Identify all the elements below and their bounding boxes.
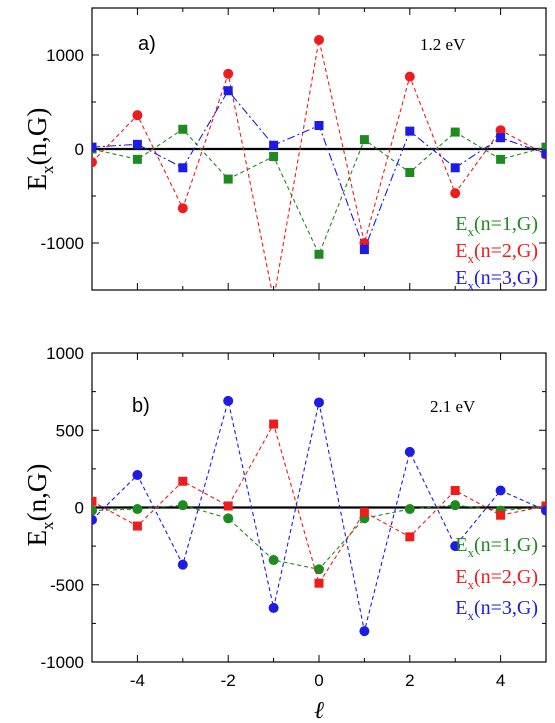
data-point-n3 (405, 126, 415, 136)
data-point-n2 (541, 501, 546, 511)
data-point-n3 (495, 485, 506, 496)
y-axis-label: Ex(n,G) (22, 108, 57, 191)
energy-annotation: 1.2 eV (420, 35, 466, 54)
data-point-n1 (177, 500, 188, 511)
data-point-n1 (496, 154, 506, 164)
x-tick-label: -2 (221, 671, 236, 690)
data-point-n1 (132, 154, 142, 164)
data-point-n3 (132, 470, 143, 481)
data-layer (92, 34, 546, 304)
data-point-n2 (450, 188, 461, 199)
y-tick-label: 0 (75, 140, 84, 159)
data-point-n3 (269, 140, 279, 150)
y-tick-label: 0 (75, 499, 84, 518)
data-point-n3 (450, 541, 461, 552)
x-tick-label: -4 (130, 671, 145, 690)
data-point-n3 (541, 505, 546, 516)
x-axis-label: ℓ (314, 698, 324, 723)
data-point-n3 (223, 395, 234, 406)
data-point-n1 (268, 555, 279, 566)
data-point-n1 (404, 504, 415, 515)
data-point-n3 (223, 86, 233, 96)
y-tick-label: -1000 (41, 234, 84, 253)
data-point-n3 (450, 163, 460, 173)
data-point-n2 (314, 578, 324, 588)
data-point-n3 (177, 559, 188, 570)
legend-entry-n2: Ex(n=2,G) (455, 566, 538, 592)
data-point-n1 (178, 124, 188, 134)
y-tick-label: -500 (50, 576, 84, 595)
data-point-n2 (450, 486, 460, 496)
y-tick-label: 1000 (46, 46, 84, 65)
data-point-n2 (177, 203, 188, 214)
x-tick-label: 4 (496, 671, 505, 690)
data-point-n1 (223, 174, 233, 184)
data-point-n2 (132, 521, 142, 531)
data-layer (92, 395, 546, 637)
data-point-n1 (223, 513, 234, 524)
data-point-n2 (178, 476, 188, 486)
data-point-n2 (404, 71, 415, 82)
x-tick-label: 0 (314, 671, 323, 690)
y-tick-label: 1000 (46, 344, 84, 363)
data-point-n2 (269, 419, 279, 429)
data-point-n3 (314, 121, 324, 130)
data-point-n2 (496, 510, 506, 520)
y-tick-label: -1000 (41, 653, 84, 672)
data-point-n3 (132, 139, 142, 149)
data-point-n2 (132, 110, 143, 121)
data-point-n3 (92, 142, 97, 152)
energy-annotation: 2.1 eV (430, 397, 476, 416)
data-point-n1 (314, 564, 324, 575)
data-point-n1 (450, 500, 461, 511)
data-point-n3 (178, 163, 188, 173)
data-point-n2 (92, 496, 97, 506)
panel-b: -1000 -500 0 500 1000 -4 -2 0 2 4 ℓ Ex(n,G) b) 2.1 eV… (22, 344, 547, 723)
series-line-n1 (92, 128, 546, 256)
data-point-n2 (223, 501, 233, 511)
panel-label: b) (132, 395, 150, 417)
panel-a: -1000 0 1000 Ex(n,G) a) 1.2 eV Ex(n=1,G)Ex(n=2… (22, 7, 547, 304)
y-axis-label: Ex(n,G) (22, 464, 57, 547)
series-line-n2 (92, 422, 546, 585)
legend-entry-n1: Ex(n=1,G) (455, 213, 538, 239)
data-point-n1 (359, 135, 369, 145)
y-tick-label: 500 (56, 421, 84, 440)
data-point-n2 (359, 507, 369, 517)
data-point-n1 (132, 504, 143, 515)
data-point-n3 (359, 626, 370, 637)
panel-label: a) (138, 33, 156, 55)
x-tick-label: 2 (405, 671, 414, 690)
legend-entry-n2: Ex(n=2,G) (455, 240, 538, 266)
data-point-n3 (314, 397, 324, 408)
data-point-n3 (268, 602, 279, 613)
data-point-n1 (314, 249, 324, 259)
data-point-n2 (314, 34, 324, 45)
legend-entry-n3: Ex(n=3,G) (455, 267, 538, 293)
series-line-n2 (92, 39, 546, 290)
data-point-n3 (404, 446, 415, 457)
data-point-n3 (92, 514, 97, 525)
legend-entry-n1: Ex(n=1,G) (455, 534, 538, 560)
data-point-n3 (359, 245, 369, 255)
data-point-n2 (495, 125, 506, 136)
data-point-n1 (405, 168, 415, 177)
data-point-n1 (450, 127, 460, 137)
data-point-n2 (269, 294, 279, 304)
data-point-n2 (92, 157, 97, 168)
data-point-n3 (496, 133, 506, 143)
data-point-n1 (269, 152, 279, 162)
data-point-n2 (405, 532, 415, 542)
data-point-n3 (541, 149, 546, 159)
data-point-n1 (92, 505, 97, 516)
data-point-n2 (223, 68, 234, 79)
legend-entry-n3: Ex(n=3,G) (455, 597, 538, 623)
data-point-n1 (541, 142, 546, 152)
